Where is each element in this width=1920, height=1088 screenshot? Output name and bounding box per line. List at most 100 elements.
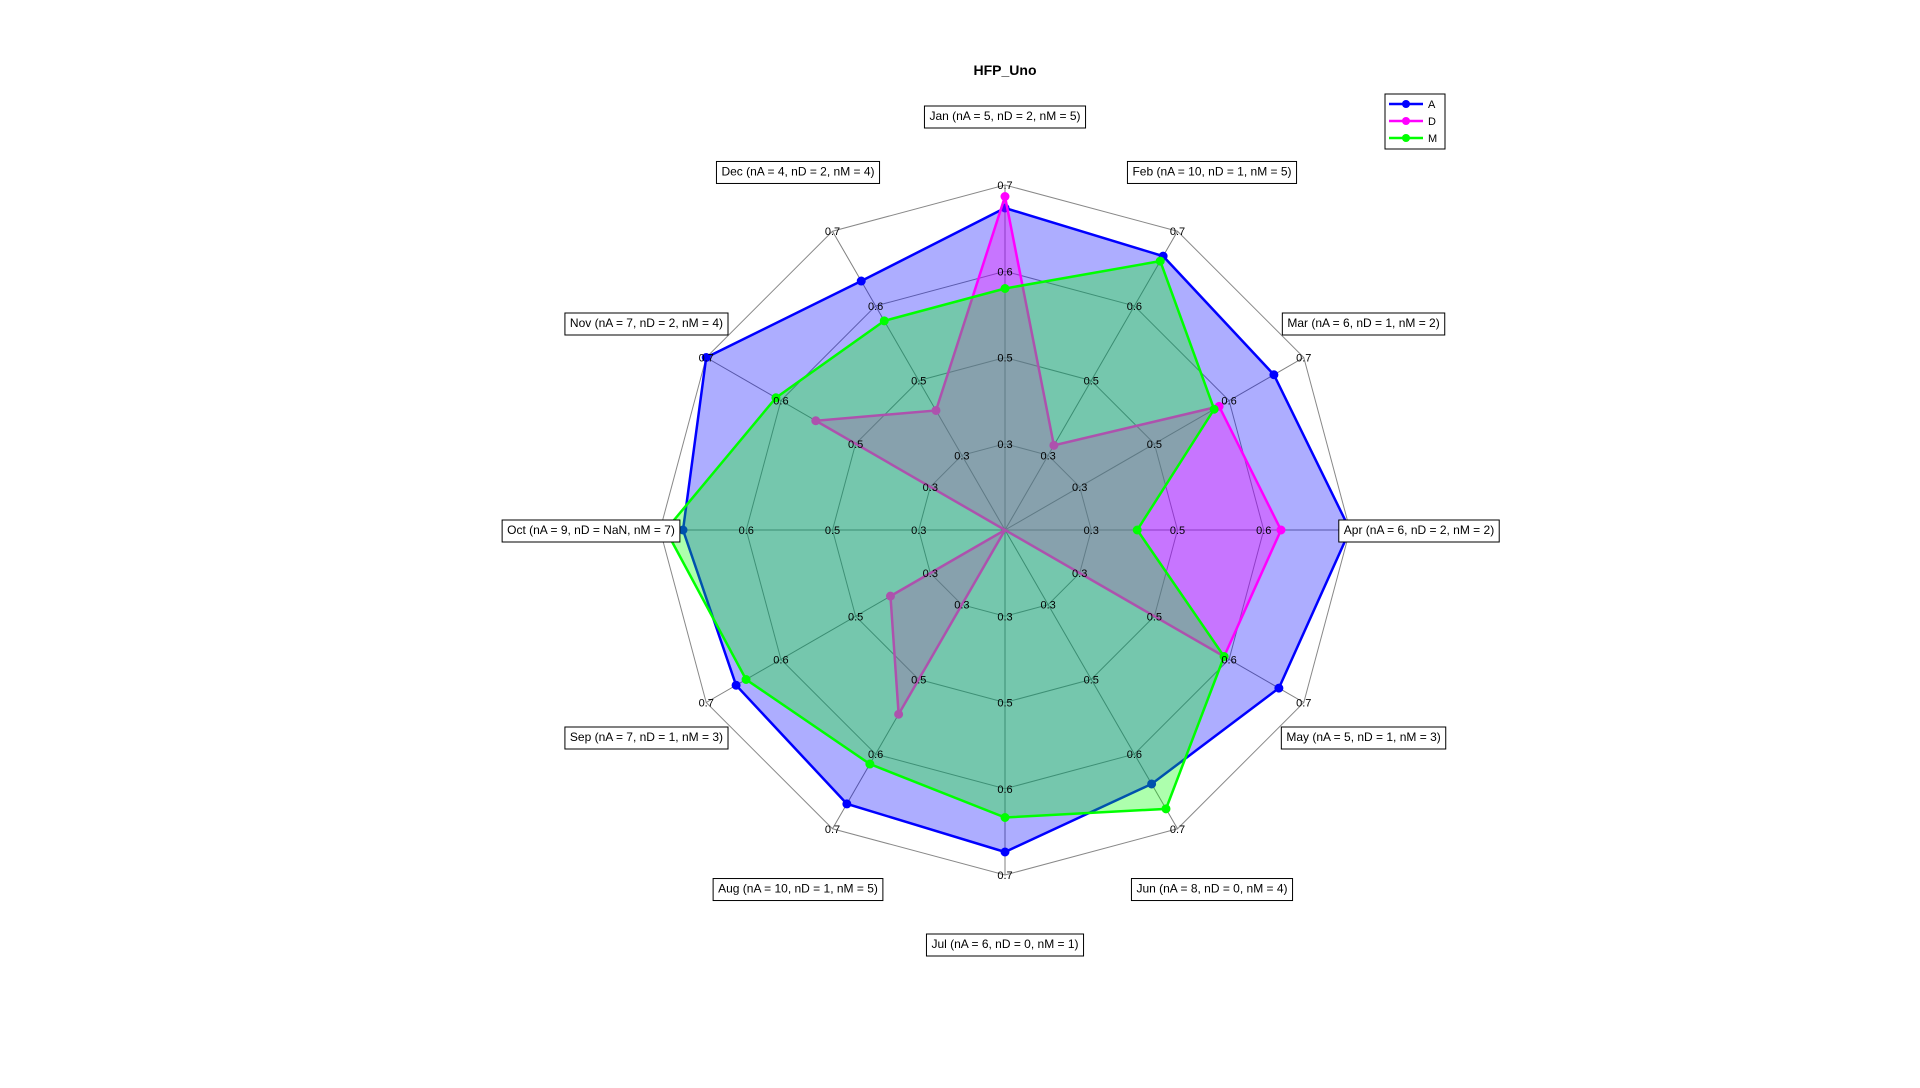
tick-label: 0.7 [825,226,840,238]
data-point-D-8 [894,709,904,719]
tick-label: 0.7 [699,698,714,710]
data-point-M-4 [1132,525,1142,535]
axis-label-4: Apr (nA = 6, nD = 2, nM = 2) [1338,519,1500,543]
tick-label: 0.7 [1296,698,1311,710]
axis-label-text: May (nA = 5, nD = 1, nM = 3) [1286,730,1440,744]
axis-label-9: Sep (nA = 7, nD = 1, nM = 3) [564,726,729,750]
legend-marker-A [1402,100,1410,108]
tick-label: 0.5 [1084,376,1099,388]
tick-label: 0.5 [1084,674,1099,686]
legend: ADM [1384,93,1446,150]
data-point-M-9 [741,675,751,684]
axis-label-text: Dec (nA = 4, nD = 2, nM = 4) [721,164,874,178]
axis-label-box [1126,160,1298,184]
tick-label: 0.7 [1296,353,1311,365]
axis-label-12: Dec (nA = 4, nD = 2, nM = 4) [715,160,881,184]
data-point-D-2 [1049,440,1059,450]
data-point-D-4 [1276,525,1286,535]
tick-label: 0.5 [1170,525,1185,537]
tick-label: 0.6 [1221,654,1236,666]
data-point-A-9 [731,680,741,690]
tick-label: 0.3 [1084,525,1099,537]
chart-title: HFP_Uno [974,62,1037,78]
axis-label-1: Jan (nA = 5, nD = 2, nM = 5) [923,105,1087,129]
tick-label: 0.3 [997,439,1012,451]
tick-label: 0.6 [997,784,1012,796]
axis-label-3: Mar (nA = 6, nD = 1, nM = 2) [1281,312,1446,336]
tick-label: 0.3 [911,525,926,537]
axis-label-text: Oct (nA = 9, nD = NaN, nM = 7) [507,523,675,537]
axis-label-text: Feb (nA = 10, nD = 1, nM = 5) [1132,164,1291,178]
data-point-M-11 [771,393,781,403]
tick-label: 0.3 [923,568,938,580]
axis-label-text: Nov (nA = 7, nD = 2, nM = 4) [570,316,723,330]
tick-label: 0.5 [848,439,863,451]
axis-label-box [564,312,729,336]
tick-label: 0.7 [997,180,1012,192]
data-point-M-8 [865,759,875,769]
legend-marker-D [1402,117,1410,125]
axis-label-text: Mar (nA = 6, nD = 1, nM = 2) [1287,316,1439,330]
tick-label: 0.6 [997,266,1012,278]
series-line-D [811,191,1283,719]
axis-label-box [1280,726,1447,750]
axis-label-text: Apr (nA = 6, nD = 2, nM = 2) [1344,523,1494,537]
tick-label: 0.6 [773,654,788,666]
data-point-M-5 [1219,652,1229,661]
tick-label: 0.6 [1127,301,1142,313]
data-point-M-7 [1000,813,1010,822]
data-point-M-6 [1161,804,1171,814]
axis-label-2: Feb (nA = 10, nD = 1, nM = 5) [1126,160,1298,184]
tick-label: 0.7 [699,353,714,365]
tick-label: 0.7 [1170,226,1185,238]
data-point-A-8 [842,799,852,809]
tick-label: 0.3 [1072,482,1087,494]
tick-label: 0.5 [1147,611,1162,623]
tick-label: 0.6 [773,396,788,408]
tick-label: 0.5 [825,525,840,537]
tick-label: 0.7 [1170,824,1185,836]
tick-label: 0.7 [825,824,840,836]
axis-label-5: May (nA = 5, nD = 1, nM = 3) [1280,726,1447,750]
tick-label: 0.5 [911,674,926,686]
data-point-M-1 [1000,284,1010,293]
data-point-M-12 [879,316,889,326]
tick-label: 0.3 [954,600,969,612]
tick-label: 0.3 [1040,600,1055,612]
axis-label-box [564,726,729,750]
axis-label-box [501,519,681,543]
axis-label-11: Nov (nA = 7, nD = 2, nM = 4) [564,312,729,336]
axis-label-text: Aug (nA = 10, nD = 1, nM = 5) [718,882,878,896]
legend-label-A: A [1428,99,1436,111]
tick-label: 0.5 [848,611,863,623]
spoke-6 [1004,529,1178,830]
spoke-2 [1004,230,1178,531]
tick-label: 0.6 [1221,396,1236,408]
series-layer [661,191,1355,857]
tick-label: 0.3 [1040,450,1055,462]
axis-label-box [715,160,881,184]
tick-label: 0.3 [1072,568,1087,580]
axis-label-text: Jul (nA = 6, nD = 0, nM = 1) [931,937,1078,951]
axis-label-box [1281,312,1446,336]
tick-label: 0.6 [868,749,883,761]
axis-label-text: Jun (nA = 8, nD = 0, nM = 4) [1136,882,1287,896]
legend-label-M: M [1428,133,1437,145]
legend-marker-M [1402,134,1410,142]
series-area-A [683,208,1350,852]
tick-label: 0.3 [923,482,938,494]
axis-label-box [923,105,1087,129]
axis-label-box [1338,519,1500,543]
axis-label-text: Sep (nA = 7, nD = 1, nM = 3) [570,730,723,744]
axis-label-8: Aug (nA = 10, nD = 1, nM = 5) [712,878,884,902]
legend-label-D: D [1428,116,1436,128]
axis-label-10: Oct (nA = 9, nD = NaN, nM = 7) [501,519,681,543]
data-point-A-6 [1147,779,1157,789]
axis-label-6: Jun (nA = 8, nD = 0, nM = 4) [1130,878,1294,902]
tick-label: 0.5 [997,698,1012,710]
data-point-A-3 [1269,370,1279,380]
data-point-D-1 [1000,192,1010,201]
tick-label: 0.5 [911,376,926,388]
